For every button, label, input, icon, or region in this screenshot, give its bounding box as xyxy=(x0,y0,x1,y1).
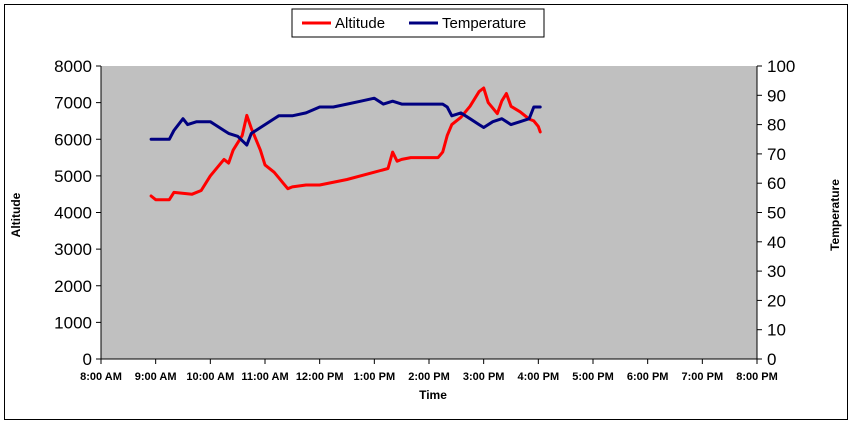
y-right-tick-label: 80 xyxy=(767,116,786,135)
y-left-ticks: 0 1000 2000 3000 4000 5000 6000 7000 8000 xyxy=(54,57,101,369)
y-left-tick-label: 2000 xyxy=(54,277,92,296)
series-line-temperature xyxy=(149,96,542,147)
x-tick-label: 2:00 PM xyxy=(408,371,450,383)
y-right-tick-label: 60 xyxy=(767,174,786,193)
x-tick-label: 12:00 PM xyxy=(296,371,344,383)
y-left-tick-label: 7000 xyxy=(54,94,92,113)
legend-label-temperature: Temperature xyxy=(442,15,526,32)
y-left-axis-title: Altitude xyxy=(9,192,23,237)
legend: Altitude Temperature xyxy=(291,8,545,38)
x-tick-label: 5:00 PM xyxy=(572,371,614,383)
x-ticks: 8:00 AM 9:00 AM 10:00 AM 11:00 AM 12:00 PM 1:… xyxy=(80,359,778,383)
legend-label-altitude: Altitude xyxy=(335,15,385,32)
x-tick-label: 7:00 PM xyxy=(682,371,724,383)
y-right-ticks: 0 10 20 30 40 50 60 70 80 90 100 xyxy=(757,57,795,369)
chart-frame: Altitude Temperature 0 1000 2000 3000 4000 50… xyxy=(4,4,848,420)
x-tick-label: 6:00 PM xyxy=(627,371,669,383)
y-left-tick-label: 0 xyxy=(83,350,92,369)
chart-svg: Altitude Temperature 0100020003000400050… xyxy=(9,8,842,402)
x-tick-label: 8:00 AM xyxy=(80,371,122,383)
y-right-tick-label: 20 xyxy=(767,291,786,310)
y-left-tick-label: 1000 xyxy=(54,313,92,332)
y-left-tick-label: 4000 xyxy=(54,204,92,223)
y-right-tick-label: 10 xyxy=(767,321,786,340)
y-right-tick-label: 40 xyxy=(767,233,786,252)
x-tick-label: 9:00 AM xyxy=(135,371,177,383)
x-tick-label: 4:00 PM xyxy=(518,371,560,383)
y-right-tick-label: 90 xyxy=(767,86,786,105)
y-right-tick-label: 30 xyxy=(767,262,786,281)
y-left-tick-label: 8000 xyxy=(54,57,92,76)
y-left-tick-label: 5000 xyxy=(54,167,92,186)
y-right-tick-label: 0 xyxy=(767,350,776,369)
x-tick-label: 10:00 AM xyxy=(186,371,234,383)
x-axis-title: Time xyxy=(419,388,447,402)
x-tick-label: 3:00 PM xyxy=(463,371,505,383)
series-line-altitude xyxy=(149,86,542,202)
x-tick-label: 1:00 PM xyxy=(354,371,396,383)
y-left-tick-label: 6000 xyxy=(54,130,92,149)
y-right-axis-title: Temperature xyxy=(828,179,842,251)
series-layer xyxy=(149,86,542,202)
plot-area xyxy=(101,66,757,359)
x-tick-label: 8:00 PM xyxy=(736,371,778,383)
y-right-tick-label: 50 xyxy=(767,204,786,223)
x-tick-label: 11:00 AM xyxy=(241,371,288,383)
y-left-tick-label: 3000 xyxy=(54,240,92,259)
y-right-tick-label: 100 xyxy=(767,57,795,76)
y-right-tick-label: 70 xyxy=(767,145,786,164)
